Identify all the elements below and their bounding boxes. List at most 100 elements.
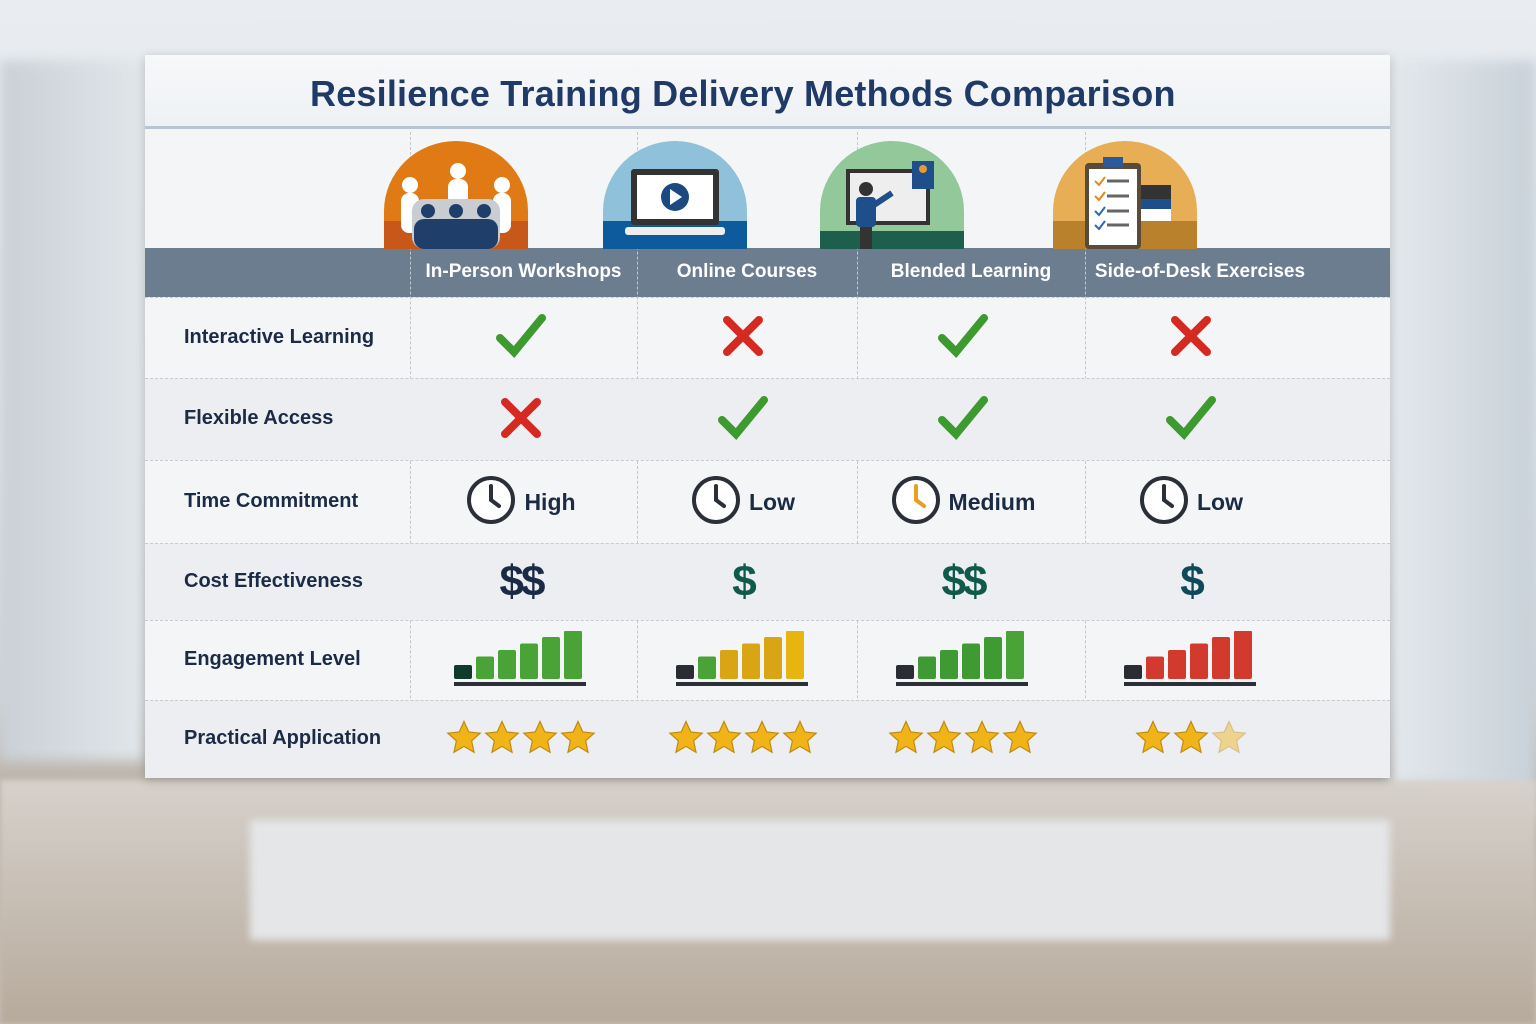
background-office-right (1390, 60, 1536, 820)
cell-flexible (1081, 379, 1301, 460)
cross-icon (501, 397, 541, 442)
engagement-bar (1146, 656, 1164, 679)
engagement-bars (896, 630, 1030, 691)
clock-icon (466, 475, 516, 529)
cell-flexible (411, 379, 631, 460)
cell-time: Low (1081, 461, 1301, 543)
cell-time: High (411, 461, 631, 543)
engagement-bar (742, 643, 760, 679)
method-name: Side-of-Desk Exercises (1094, 261, 1306, 282)
background-office-left (0, 60, 145, 760)
engagement-bar (542, 636, 560, 679)
method-name: In-Person Workshops (425, 261, 622, 282)
engagement-bar (1124, 664, 1142, 679)
method-name: Online Courses (676, 261, 818, 282)
cross-icon (723, 316, 763, 360)
cross-icon (1171, 316, 1211, 360)
cell-cost: $ (633, 544, 853, 620)
engagement-bar (564, 630, 582, 679)
time-value: Low (1197, 488, 1243, 515)
row-interactive: Interactive Learning (145, 297, 1390, 378)
engagement-bar (918, 656, 936, 679)
criterion-label: Cost Effectiveness (184, 569, 363, 592)
row-engagement: Engagement Level (145, 620, 1390, 700)
comparison-card: Resilience Training Delivery Methods Com… (145, 55, 1390, 778)
check-icon (938, 395, 988, 444)
engagement-bar (698, 656, 716, 679)
cell-engagement (633, 621, 853, 700)
engagement-bar (962, 643, 980, 679)
cell-practical (1081, 701, 1301, 778)
cost-value: $ (732, 557, 757, 606)
check-icon (496, 314, 546, 362)
row-cost: Cost Effectiveness $$ $ $$ $ (145, 543, 1390, 620)
engagement-bars (676, 630, 810, 691)
row-flexible: Flexible Access (145, 378, 1390, 460)
cell-interactive (633, 298, 853, 378)
title-bar: Resilience Training Delivery Methods Com… (145, 55, 1390, 129)
star-rating (1134, 719, 1248, 760)
cost-value: $ (1180, 557, 1205, 606)
engagement-bar (1190, 643, 1208, 679)
engagement-bars (1124, 630, 1258, 691)
clock-icon (891, 475, 941, 529)
engagement-bar (764, 636, 782, 679)
time-value: High (524, 488, 576, 515)
cell-engagement (411, 621, 631, 700)
star-rating (667, 719, 819, 760)
cell-interactive (853, 298, 1073, 378)
time-value: Low (749, 488, 795, 515)
cell-cost: $ (1081, 544, 1301, 620)
check-icon (1166, 395, 1216, 444)
presenter-screen-icon (820, 141, 964, 249)
star-rating (445, 719, 597, 760)
cell-engagement (853, 621, 1073, 700)
cell-cost: $$ (411, 544, 631, 620)
engagement-bar (720, 649, 738, 679)
clipboard-checklist-icon (1053, 141, 1197, 249)
background-step (250, 820, 1390, 940)
cost-value: $$ (499, 557, 546, 606)
engagement-bar (498, 649, 516, 679)
criterion-label: Flexible Access (184, 407, 334, 429)
cell-cost: $$ (853, 544, 1073, 620)
engagement-bar (896, 664, 914, 679)
engagement-bar (676, 664, 694, 679)
engagement-bar (940, 649, 958, 679)
engagement-bar (984, 636, 1002, 679)
engagement-bars (454, 630, 588, 691)
engagement-bar (1006, 630, 1024, 679)
row-time: Time Commitment High Low Medium Low (145, 460, 1390, 543)
row-practical: Practical Application (145, 700, 1390, 778)
star-rating (887, 719, 1039, 760)
criterion-label: Engagement Level (184, 648, 361, 670)
page-title: Resilience Training Delivery Methods Com… (310, 73, 1176, 114)
cell-engagement (1081, 621, 1301, 700)
time-value: Medium (948, 488, 1036, 515)
engagement-bar (1234, 630, 1252, 679)
cell-flexible (633, 379, 853, 460)
cell-practical (633, 701, 853, 778)
criterion-label: Interactive Learning (184, 325, 375, 348)
cell-time: Medium (853, 461, 1073, 543)
cost-value: $$ (941, 557, 988, 606)
cell-flexible (853, 379, 1073, 460)
engagement-bar (476, 656, 494, 679)
engagement-bar (520, 643, 538, 679)
group-meeting-icon (384, 141, 528, 249)
engagement-bar (1168, 649, 1186, 679)
engagement-bar (786, 630, 804, 679)
engagement-bar (1212, 636, 1230, 679)
method-header-row: In-Person Workshops Online Courses Blended… (145, 248, 1390, 297)
method-name: Blended Learning (890, 261, 1052, 282)
check-icon (938, 314, 988, 362)
engagement-bar (454, 664, 472, 679)
criterion-label: Practical Application (184, 727, 382, 749)
cell-practical (411, 701, 631, 778)
cell-practical (853, 701, 1073, 778)
cell-interactive (411, 298, 631, 378)
check-icon (718, 395, 768, 444)
cell-interactive (1081, 298, 1301, 378)
criterion-label: Time Commitment (184, 489, 359, 512)
clock-icon (1139, 475, 1189, 529)
